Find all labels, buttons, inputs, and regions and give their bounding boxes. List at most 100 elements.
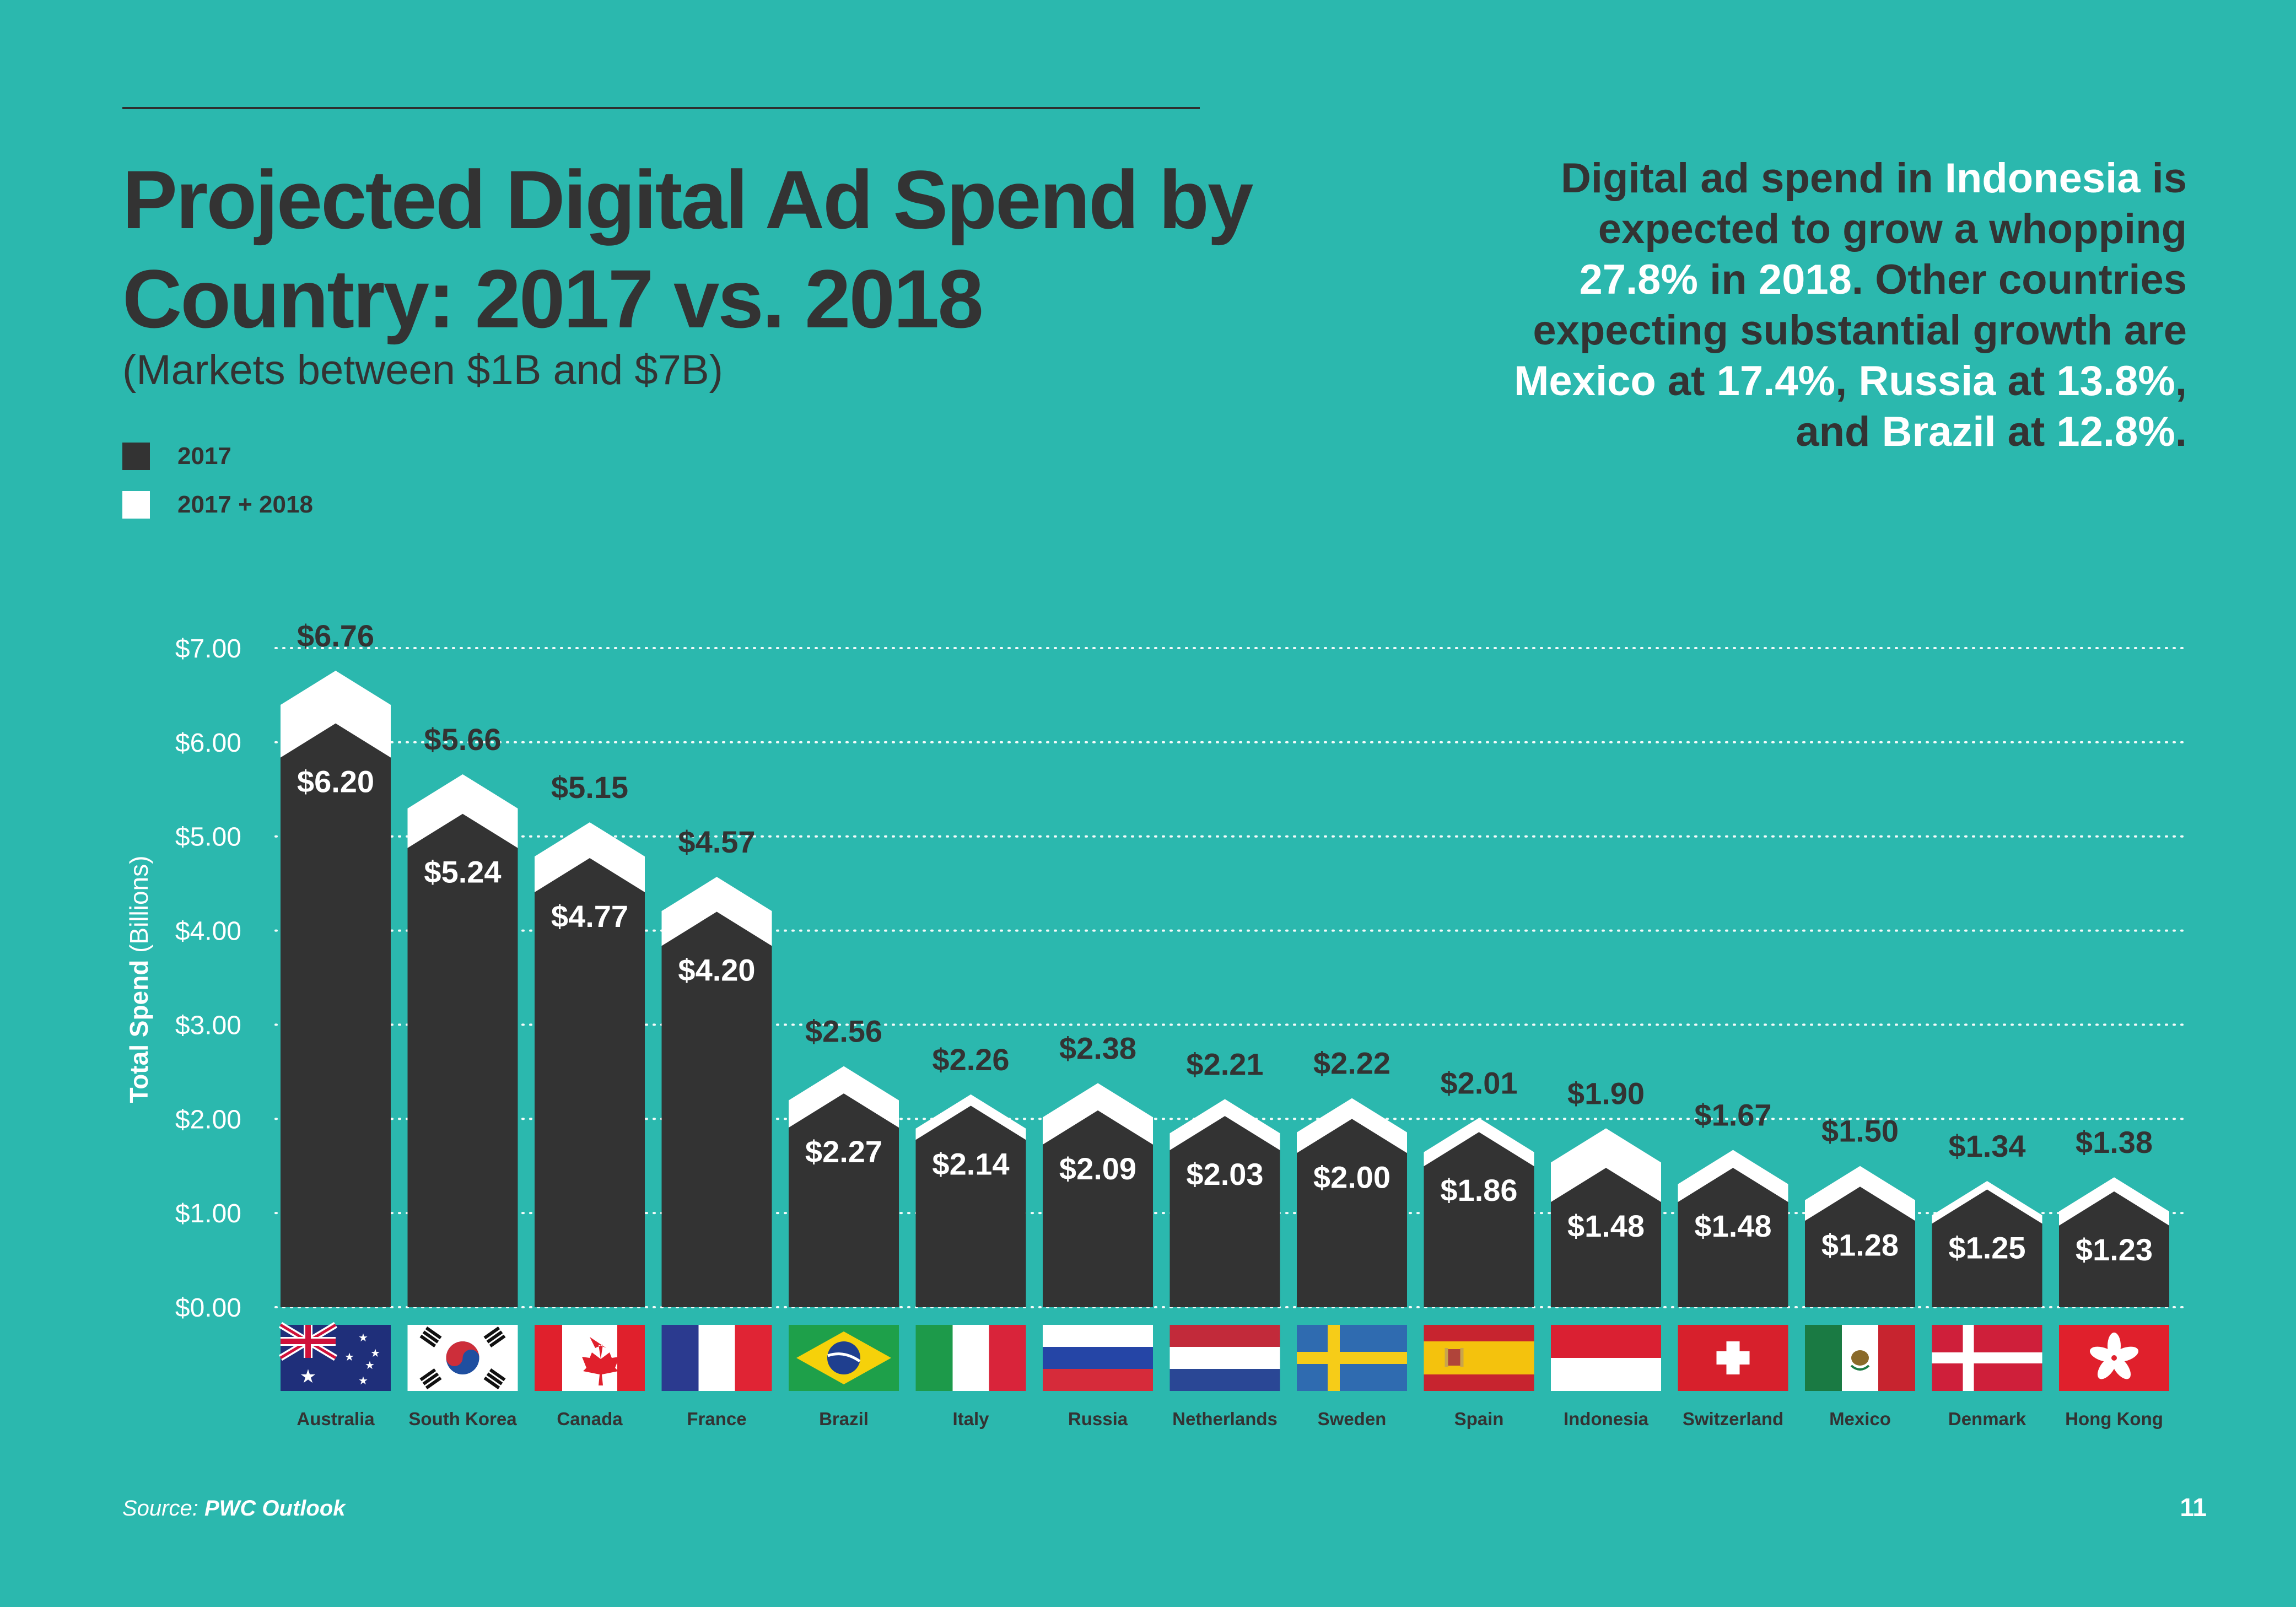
value-label-2017-2018: $5.66 [424,722,501,757]
value-label-2017: $1.23 [2076,1232,2153,1267]
value-label-2017: $1.25 [1948,1230,2025,1265]
source-prefix: Source: [122,1496,204,1520]
value-label-2017-2018: $1.67 [1694,1098,1771,1133]
russia-flag [1043,1325,1153,1391]
flag-part [1424,1374,1534,1391]
value-label-2017: $1.48 [1567,1209,1645,1243]
bar-2017 [2059,1191,2169,1307]
insight-blurb: Digital ad spend in Indonesia is expecte… [1470,153,2187,457]
y-axis-label-rest: (Billions) [125,856,153,960]
blurb-text: in [1698,256,1759,303]
blurb-text: at [1996,408,2057,455]
value-label-2017-2018: $5.15 [551,770,628,805]
blurb-highlight: 17.4% [1716,358,1836,405]
bar-2017 [1043,1110,1153,1307]
y-tick-label: $3.00 [175,1011,241,1040]
flag-part [617,1325,645,1391]
blurb-text: . [2175,408,2187,455]
flag-part [1424,1341,1534,1374]
x-tick-label: Switzerland [1683,1409,1783,1429]
bar-2017 [407,813,518,1307]
south-korea-flag [407,1325,518,1391]
blurb-highlight: Brazil [1882,408,1996,455]
value-label-2017-2018: $1.50 [1821,1114,1899,1148]
flag-part [419,1368,436,1382]
y-tick-label: $7.00 [175,634,241,664]
flag-part [483,1326,500,1340]
flag-part: ★ [344,1351,354,1363]
flag-part [422,1330,439,1344]
flag-part [989,1325,1026,1391]
source-note: Source: PWC Outlook [122,1496,346,1521]
flag-part [827,1341,860,1374]
value-label-2017: $1.28 [1821,1227,1899,1262]
y-tick-label: $2.00 [175,1105,241,1134]
blurb-text: . Other countries expecting substantial … [1533,256,2187,354]
x-tick-label: South Korea [408,1409,517,1429]
flag-part: ★ [370,1347,380,1360]
switzerland-flag [1678,1325,1788,1391]
bar-2017 [1678,1168,1788,1307]
value-label-2017: $2.09 [1059,1151,1136,1186]
bar-2017 [915,1106,1026,1307]
value-label-2017-2018: $2.21 [1186,1047,1263,1081]
legend-swatch-2017-2018 [122,491,150,519]
value-label-2017: $5.24 [424,855,501,889]
x-tick-label: Spain [1454,1409,1504,1429]
flag-part [915,1325,953,1391]
hong-kong-flag [2059,1325,2169,1391]
flag-part [582,1337,619,1385]
bar-2017 [281,723,391,1307]
blurb-text: at [1656,358,1717,405]
blurb-highlight: 12.8% [2056,408,2175,455]
flag-part: ★ [300,1366,316,1387]
blurb-text: , [1835,358,1859,405]
bar-2017 [1169,1116,1280,1307]
bar-2017 [1424,1132,1534,1307]
flag-part [446,1350,463,1366]
flag-part [1551,1358,1661,1391]
blurb-text: is expected to grow a whopping [1598,155,2187,252]
flag-part [1043,1325,1153,1347]
brazil-flag [789,1325,899,1391]
top-rule [122,107,1200,109]
flag-part [425,1376,442,1390]
value-label-2017: $2.00 [1313,1160,1390,1194]
blurb-text: Digital ad spend in [1561,155,1945,202]
flag-part [1551,1325,1661,1358]
blurb-highlight: 13.8% [2056,358,2175,405]
flag-part: ★ [358,1332,368,1344]
flag-part [1878,1325,1915,1391]
bar-2017 [1297,1119,1407,1307]
flag-part [735,1325,772,1391]
legend-label-2017: 2017 [177,443,231,470]
flag-part [1851,1350,1869,1366]
y-tick-label: $1.00 [175,1199,241,1228]
flag-part [489,1334,506,1348]
flag-part [462,1350,479,1366]
flag-part [1805,1325,1842,1391]
bar-2017 [1551,1168,1661,1307]
x-tick-label: Australia [297,1409,375,1429]
netherlands-flag [1169,1325,1280,1391]
sweden-flag [1297,1325,1407,1391]
bar-2017 [789,1093,899,1307]
x-tick-label: Mexico [1829,1409,1891,1429]
canada-flag [535,1325,645,1391]
flag-part [422,1372,439,1385]
chart-legend: 2017 2017 + 2018 [122,440,313,537]
flag-part [698,1325,735,1391]
x-tick-label: Netherlands [1172,1409,1278,1429]
value-label-2017-2018: $1.38 [2076,1125,2153,1160]
flag-part [425,1326,442,1340]
blurb-text: at [1996,358,2057,405]
spain-flag [1424,1325,1534,1391]
flag-part [1850,1365,1870,1371]
flag-part [952,1325,989,1391]
flag-part [1460,1348,1464,1367]
blurb-highlight: 27.8% [1579,256,1699,303]
legend-item-2017-2018: 2017 + 2018 [122,488,313,521]
flag-part [1424,1325,1534,1341]
value-label-2017-2018: $1.34 [1948,1129,2025,1163]
flag-part [1448,1349,1460,1366]
